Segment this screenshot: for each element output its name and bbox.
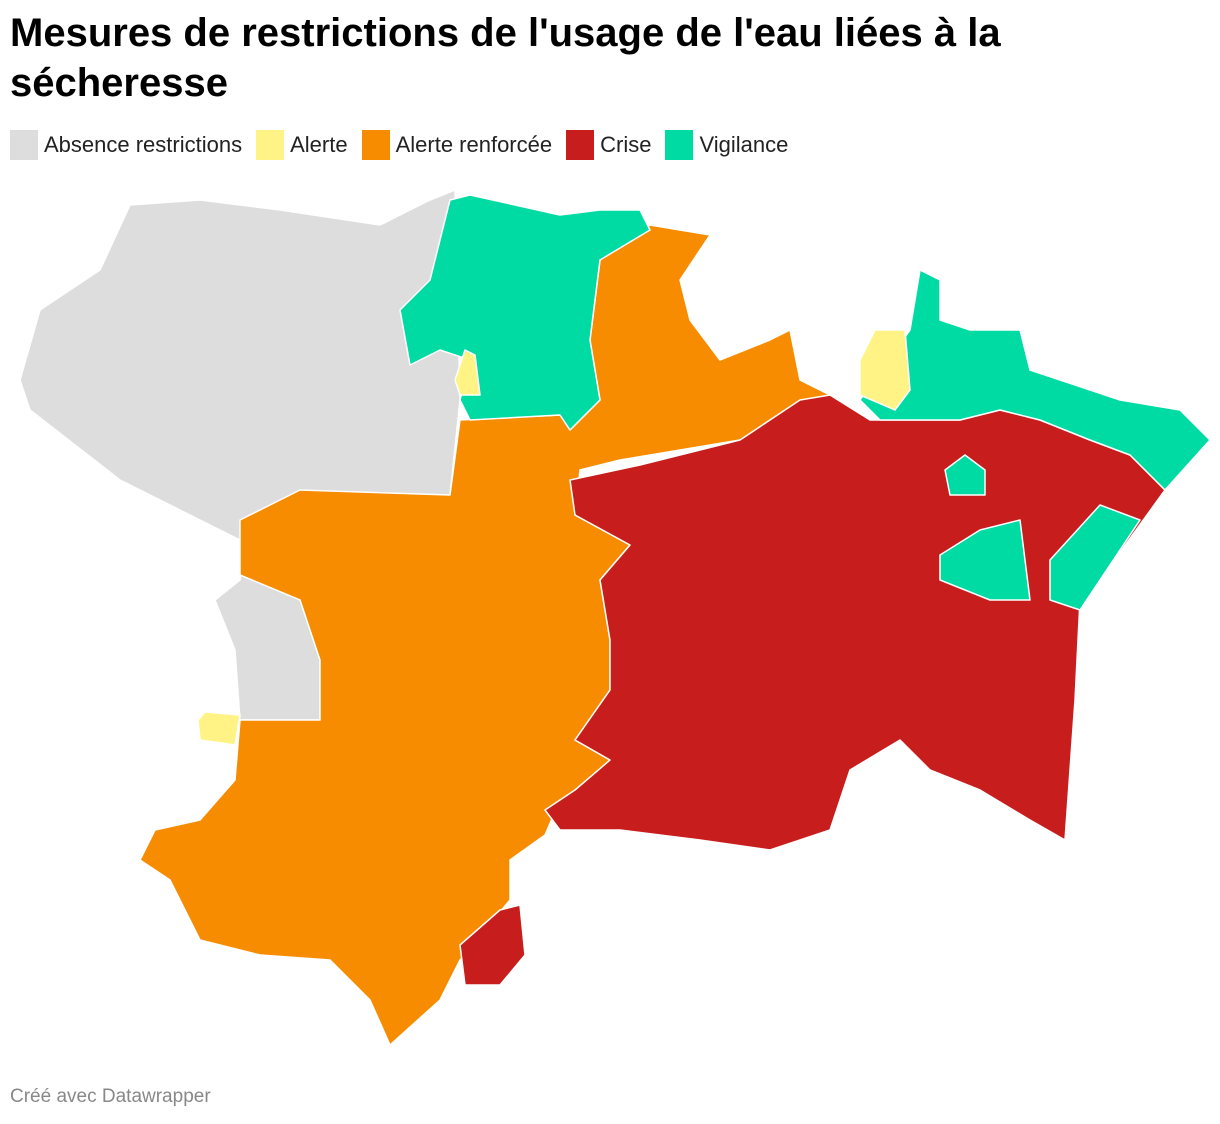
- region: [454, 349, 481, 396]
- region: [859, 329, 911, 411]
- title: Mesures de restrictions de l'usage de l'…: [10, 11, 1001, 105]
- legend-item: Crise: [566, 130, 651, 160]
- region: [197, 711, 241, 746]
- region: [939, 519, 1031, 601]
- legend-swatch: [10, 130, 38, 160]
- legend-label: Alerte: [290, 132, 348, 157]
- legend-swatch: [665, 130, 694, 160]
- legend-label: Absence restrictions: [44, 132, 243, 157]
- legend-swatch: [566, 130, 595, 160]
- legend-item: Vigilance: [665, 130, 788, 160]
- map: [19, 189, 1211, 1046]
- legend-label: Crise: [600, 132, 652, 157]
- legend-swatch: [256, 130, 285, 160]
- legend-item: Alerte renforcée: [361, 130, 553, 160]
- region: [859, 269, 1211, 491]
- region: [944, 454, 986, 496]
- region: [544, 394, 1166, 851]
- region: [459, 904, 526, 986]
- legend-label: Vigilance: [699, 132, 789, 157]
- legend-item: Absence restrictions: [10, 130, 242, 160]
- region: [1049, 504, 1141, 611]
- footer: Créé avec Datawrapper: [10, 1086, 211, 1107]
- legend-label: Alerte renforcée: [395, 132, 553, 157]
- legend-swatch: [361, 130, 390, 160]
- legend: Absence restrictions Alerte Alerte renforc…: [10, 130, 788, 160]
- legend-item: Alerte: [256, 130, 348, 160]
